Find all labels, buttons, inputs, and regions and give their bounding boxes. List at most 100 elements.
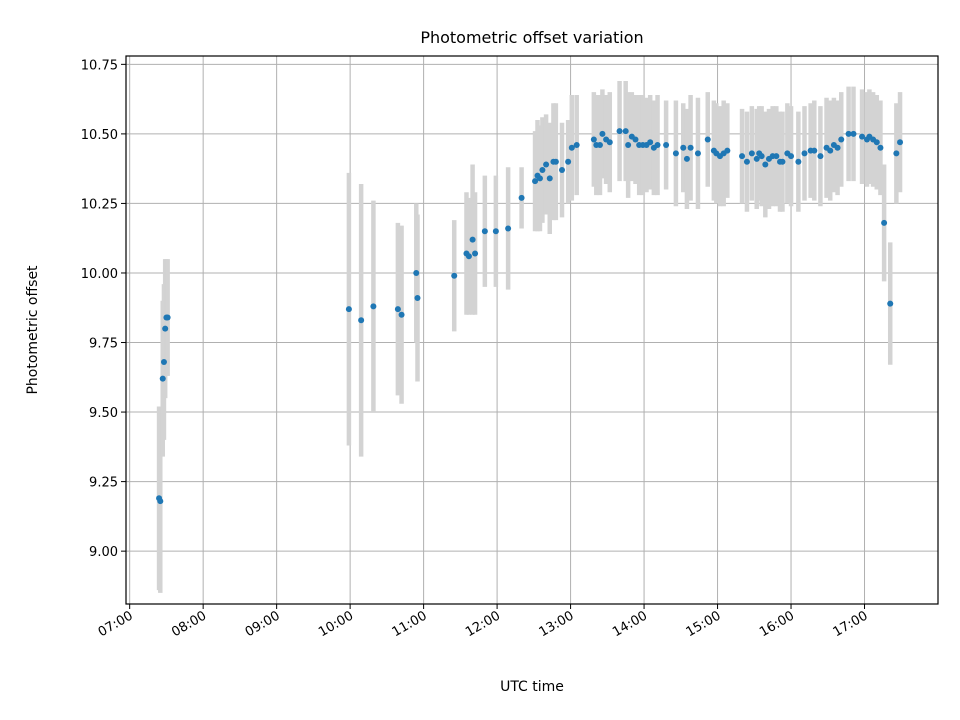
y-tick-label: 10.25 — [81, 197, 118, 212]
data-point — [536, 175, 543, 182]
x-tick-label: 15:00 — [684, 608, 724, 640]
data-point — [543, 161, 550, 168]
data-point — [370, 303, 377, 310]
data-point — [758, 153, 765, 160]
data-point — [827, 147, 834, 154]
data-point — [687, 144, 694, 151]
x-tick-label: 09:00 — [243, 608, 283, 640]
y-tick-label: 9.25 — [89, 476, 118, 491]
data-point — [893, 150, 900, 157]
y-tick-label: 10.00 — [81, 267, 118, 282]
data-point — [887, 300, 894, 307]
grid — [126, 56, 938, 604]
y-tick-label: 9.75 — [89, 337, 118, 352]
data-point — [358, 317, 365, 324]
x-tick-label: 16:00 — [757, 608, 797, 640]
data-point — [704, 136, 711, 143]
data-point — [739, 153, 746, 160]
data-point — [394, 306, 401, 313]
data-point — [694, 150, 701, 157]
data-point — [160, 358, 167, 365]
x-tick-label: 08:00 — [169, 608, 209, 640]
x-tick-label: 17:00 — [831, 608, 871, 640]
data-point — [599, 130, 606, 137]
data-point — [773, 153, 780, 160]
data-point — [811, 147, 818, 154]
y-tick-label: 10.75 — [81, 58, 118, 73]
y-tick-label: 9.00 — [89, 545, 118, 560]
data-point — [779, 158, 786, 165]
x-tick-label: 11:00 — [390, 608, 430, 640]
data-point — [897, 139, 904, 146]
x-axis-label: UTC time — [500, 679, 564, 695]
y-axis-label: Photometric offset — [25, 265, 41, 395]
data-point — [539, 167, 546, 174]
data-point — [568, 144, 575, 151]
chart-title: Photometric offset variation — [420, 28, 643, 47]
data-point — [596, 142, 603, 149]
data-points — [156, 128, 904, 505]
data-point — [859, 133, 866, 140]
data-point — [398, 311, 405, 318]
data-point — [590, 136, 597, 143]
y-tick-label: 9.50 — [89, 406, 118, 421]
data-point — [164, 314, 171, 321]
data-point — [845, 130, 852, 137]
x-tick-label: 07:00 — [96, 608, 136, 640]
data-point — [157, 498, 164, 505]
data-point — [546, 175, 553, 182]
x-tick-label: 10:00 — [316, 608, 356, 640]
x-tick-label: 13:00 — [537, 608, 577, 640]
data-point — [873, 139, 880, 146]
data-point — [680, 144, 687, 151]
data-point — [654, 142, 661, 149]
data-point — [625, 142, 632, 149]
data-point — [724, 147, 731, 154]
data-point — [801, 150, 808, 157]
data-point — [345, 306, 352, 313]
data-point — [414, 295, 421, 302]
data-point — [838, 136, 845, 143]
data-point — [552, 158, 559, 165]
data-point — [616, 128, 623, 135]
data-point — [159, 375, 166, 382]
y-tick-label: 10.50 — [81, 128, 118, 143]
data-point — [606, 139, 613, 146]
data-point — [647, 139, 654, 146]
data-point — [788, 153, 795, 160]
data-point — [795, 158, 802, 165]
data-point — [672, 150, 679, 157]
data-point — [622, 128, 629, 135]
data-point — [573, 142, 580, 149]
data-point — [472, 250, 479, 257]
data-point — [451, 272, 458, 279]
data-point — [469, 236, 476, 243]
y-axis: 9.00 9.25 9.50 9.75 10.00 10.25 10.50 10.75 — [81, 58, 126, 560]
data-point — [743, 158, 750, 165]
data-point — [465, 253, 472, 260]
data-point — [518, 194, 525, 201]
data-point — [877, 144, 884, 151]
data-point — [505, 225, 512, 232]
x-axis: 07:00 08:00 09:00 10:00 11:00 12:00 13:00 14:00… — [96, 604, 871, 640]
data-point — [413, 269, 420, 276]
data-point — [748, 150, 755, 157]
data-point — [565, 158, 572, 165]
data-point — [834, 144, 841, 151]
x-tick-label: 14:00 — [610, 608, 650, 640]
plot-frame — [125, 55, 939, 605]
data-point — [881, 219, 888, 226]
data-point — [817, 153, 824, 160]
data-point — [632, 136, 639, 143]
data-point — [850, 130, 857, 137]
data-point — [762, 161, 769, 168]
x-tick-label: 12:00 — [463, 608, 503, 640]
data-point — [481, 228, 488, 235]
data-point — [162, 325, 169, 332]
data-point — [683, 155, 690, 162]
data-point — [559, 167, 566, 174]
data-point — [492, 228, 499, 235]
data-point — [663, 142, 670, 149]
data-point — [532, 178, 539, 185]
